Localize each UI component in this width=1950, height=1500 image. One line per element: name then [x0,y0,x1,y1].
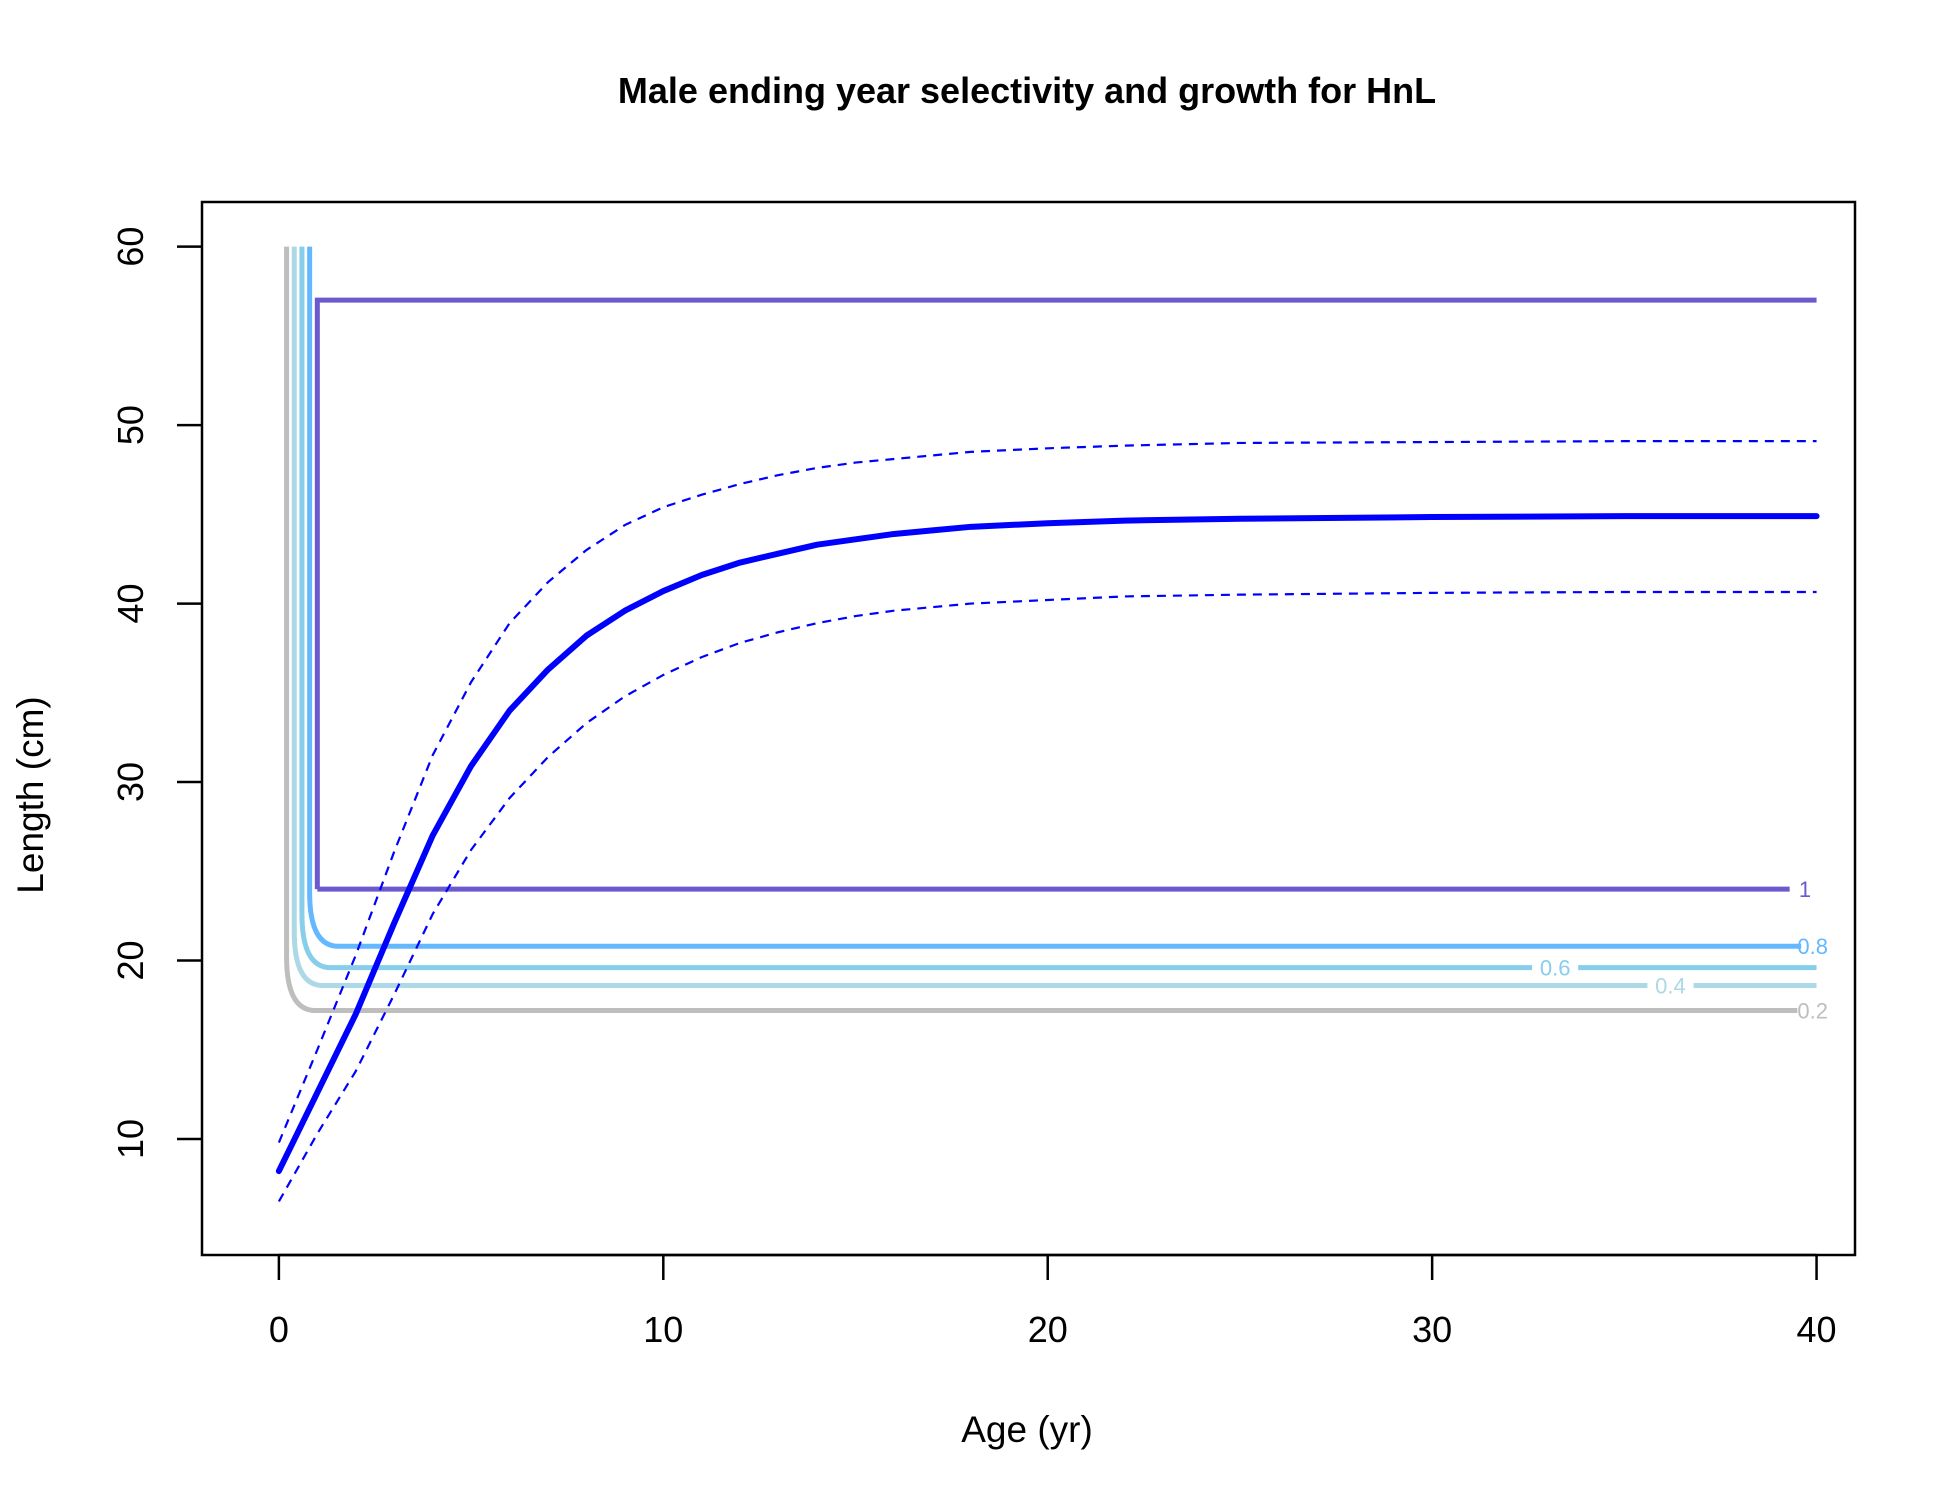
x-axis-label: Age (yr) [961,1409,1093,1450]
selectivity-contour-0_8 [307,246,1802,949]
contour-label-0_6: 0.6 [1540,956,1571,981]
y-tick-label-20: 20 [110,940,151,980]
chart-title: Male ending year selectivity and growth … [618,70,1436,111]
y-axis-label: Length (cm) [10,696,51,893]
contour-label-0_8: 0.8 [1797,934,1828,959]
y-tick-label-30: 30 [110,762,151,802]
plot-frame [200,200,1857,1257]
selectivity-contour-0_2 [284,246,1798,1013]
axes: 0 10 20 30 40 10 20 30 40 50 60 [110,200,1857,1350]
contour-label-0_4: 0.4 [1655,974,1686,999]
x-tick-label-20: 20 [1028,1309,1068,1350]
y-tick-label-60: 60 [110,227,151,267]
y-tick-label-40: 40 [110,584,151,624]
growth-mean-line [275,513,1820,1175]
x-tick-label-10: 10 [643,1309,683,1350]
growth-lower-ci-line [277,590,1817,1203]
growth-upper-ci-line [277,440,1817,1143]
x-tick-label-40: 40 [1797,1309,1837,1350]
x-tick-label-30: 30 [1412,1309,1452,1350]
y-tick-label-50: 50 [110,405,151,445]
selectivity-contour-1 [314,297,1817,892]
contour-label-0_2: 0.2 [1797,998,1828,1023]
contour-label-1: 1 [1799,877,1811,902]
selectivity-contour-0_4 [291,246,1817,989]
x-tick-label-0: 0 [269,1309,289,1350]
plot-area: 0.2 0.4 0.6 0.8 1 [275,246,1828,1203]
selectivity-contour-0_6 [299,246,1817,971]
y-tick-label-10: 10 [110,1119,151,1159]
plot-series [275,246,1820,1203]
